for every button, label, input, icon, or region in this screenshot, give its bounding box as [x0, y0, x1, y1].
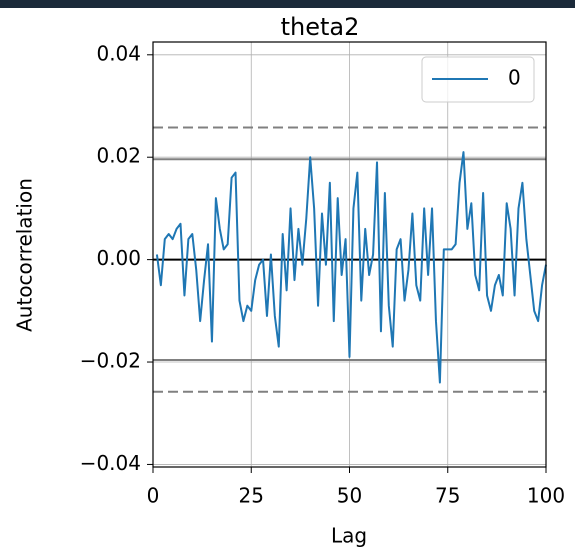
y-tick-label: 0.02: [96, 144, 141, 168]
series-line: [155, 151, 547, 384]
chart-title: theta2: [281, 13, 360, 41]
x-tick-label: 25: [239, 484, 264, 508]
top-strip: [0, 0, 575, 8]
y-axis-label: Autocorrelation: [13, 178, 37, 332]
x-tick-label: 100: [527, 484, 565, 508]
x-axis-label: Lag: [331, 524, 367, 548]
y-tick-label: 0.04: [96, 41, 141, 65]
x-tick-label: 50: [337, 484, 362, 508]
plot-frame: [152, 41, 547, 468]
x-tick-label: 0: [147, 484, 160, 508]
y-tick-label: 0.00: [96, 246, 141, 270]
y-tick-label: −0.02: [80, 349, 141, 373]
legend-label: 0: [508, 66, 521, 90]
x-tick-label: 75: [435, 484, 460, 508]
y-tick-label: −0.04: [80, 451, 141, 475]
